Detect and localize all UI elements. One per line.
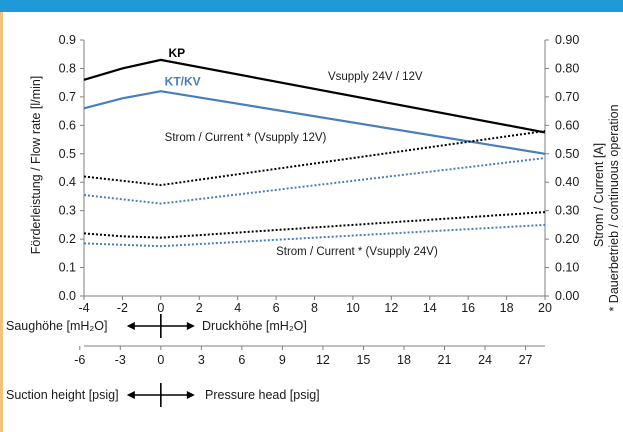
psig-tick-label: 18 xyxy=(397,353,411,367)
x-tick-label: 4 xyxy=(234,301,241,315)
y-left-tick-label: 0.6 xyxy=(59,118,76,132)
y-left-tick-label: 0.0 xyxy=(59,289,76,303)
y-axis-left-label: Förderleistung / Flow rate [l/min] xyxy=(29,76,43,255)
psig-tick-label: 0 xyxy=(157,353,164,367)
y-right-tick-label: 0.10 xyxy=(555,261,579,275)
x-tick-label: 0 xyxy=(157,301,164,315)
psig-tick-label: 6 xyxy=(238,353,245,367)
secondary-axes-layer: -6 -3 0 3 6 9 12 15 18 21 24 27 xyxy=(74,314,545,407)
y-right-tick-label: 0.90 xyxy=(555,33,579,47)
x-tick-label: 10 xyxy=(346,301,360,315)
x-tick-label: 8 xyxy=(311,301,318,315)
axes-layer: 0.0 0.1 0.2 0.3 0.4 0.5 0.6 0.7 0.8 0.9 0.00 0.10 0.… xyxy=(59,33,580,315)
x-tick-label: 6 xyxy=(273,301,280,315)
suction-height-mh2o-label: Saughöhe [mH₂O] xyxy=(6,319,107,333)
y-axis-right-label: Strom / Current [A] xyxy=(592,143,606,247)
psig-tick-label: 27 xyxy=(519,353,533,367)
x-tick-label: 20 xyxy=(538,301,552,315)
psig-tick-label: 21 xyxy=(438,353,452,367)
y-left-tick-label: 0.2 xyxy=(59,232,76,246)
x-tick-label: 2 xyxy=(196,301,203,315)
pressure-head-mh2o-label: Druckhöhe [mH₂O] xyxy=(202,319,307,333)
y-right-tick-label: 0.40 xyxy=(555,175,579,189)
series-layer xyxy=(83,58,546,248)
y-left-tick-label: 0.3 xyxy=(59,204,76,218)
chart-annotation: KT/KV xyxy=(165,75,201,89)
x-tick-label: 14 xyxy=(423,301,437,315)
chart-annotation: Vsupply 24V / 12V xyxy=(328,71,423,83)
y-right-tick-label: 0.00 xyxy=(555,289,579,303)
series-line-current-5 xyxy=(83,223,546,248)
arrow-right-head xyxy=(186,322,195,330)
series-line-kt-kv xyxy=(83,90,546,155)
left-accent-bar xyxy=(0,12,3,432)
y-left-tick-label: 0.9 xyxy=(59,33,76,47)
x-tick-label: -2 xyxy=(117,301,128,315)
psig-tick-label: -6 xyxy=(74,353,85,367)
psig-tick-label: 3 xyxy=(198,353,205,367)
chart-annotation: Strom / Current * (Vsupply 24V) xyxy=(276,246,438,258)
y-left-tick-label: 0.4 xyxy=(59,175,76,189)
psig-tick-label: 24 xyxy=(478,353,492,367)
psig-tick-label: 12 xyxy=(316,353,330,367)
arrow-right-head xyxy=(186,391,195,399)
psig-tick-label: -3 xyxy=(115,353,126,367)
top-accent-bar xyxy=(0,0,623,12)
annotation-layer: KP KT/KV Vsupply 24V / 12V Strom / Current … xyxy=(165,46,438,258)
y-left-tick-label: 0.7 xyxy=(59,90,76,104)
y-right-tick-label: 0.20 xyxy=(555,232,579,246)
y-axis-right-note: * Dauerbetrieb / continuous operation xyxy=(607,104,621,311)
y-left-tick-label: 0.1 xyxy=(59,261,76,275)
y-right-tick-label: 0.30 xyxy=(555,204,579,218)
pressure-head-psig-label: Pressure head [psig] xyxy=(205,388,320,402)
suction-height-psig-label: Suction height [psig] xyxy=(6,388,119,402)
y-left-tick-label: 0.8 xyxy=(59,61,76,75)
arrow-left-head xyxy=(126,322,135,330)
x-tick-label: 12 xyxy=(384,301,398,315)
psig-tick-label: 9 xyxy=(279,353,286,367)
series-line-kp xyxy=(83,58,546,134)
y-right-tick-label: 0.50 xyxy=(555,147,579,161)
chart-annotation: Strom / Current * (Vsupply 12V) xyxy=(165,132,327,144)
x-tick-label: 18 xyxy=(500,301,514,315)
x-tick-label: -4 xyxy=(78,301,89,315)
y-right-tick-label: 0.80 xyxy=(555,61,579,75)
y-right-tick-label: 0.70 xyxy=(555,90,579,104)
series-line-current-3 xyxy=(83,157,546,205)
series-line-current-4 xyxy=(83,211,546,239)
x-tick-label: 16 xyxy=(461,301,475,315)
y-right-tick-label: 0.60 xyxy=(555,118,579,132)
psig-tick-label: 15 xyxy=(356,353,370,367)
y-left-tick-label: 0.5 xyxy=(59,147,76,161)
series-line-current-2 xyxy=(83,130,546,187)
arrow-left-head xyxy=(126,391,135,399)
chart-annotation: KP xyxy=(169,46,186,60)
